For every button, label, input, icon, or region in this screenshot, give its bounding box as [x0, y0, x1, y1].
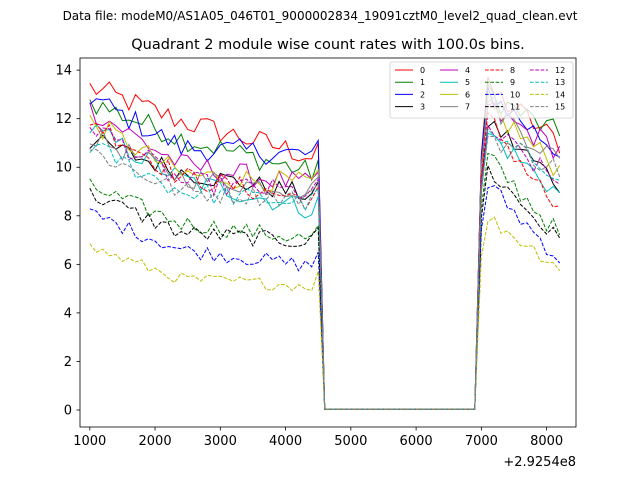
x-tick-label: 2000 [139, 434, 172, 449]
legend-label-2: 2 [420, 90, 425, 99]
legend-label-6: 6 [465, 90, 470, 99]
legend-label-11: 11 [510, 103, 520, 112]
legend-label-4: 4 [465, 66, 470, 75]
series-line-3 [89, 120, 561, 410]
axes-layer: 1000 2000 3000 4000 5000 6000 7000 800002468101… [55, 57, 577, 449]
legend-label-7: 7 [465, 103, 470, 112]
series-line-14 [89, 216, 561, 410]
x-tick-label: 1000 [73, 434, 106, 449]
legend-label-8: 8 [510, 66, 515, 75]
plot-frame [79, 57, 577, 428]
legend-label-5: 5 [465, 78, 470, 87]
series-layer [89, 77, 561, 410]
legend-label-3: 3 [420, 103, 425, 112]
legend-box [389, 61, 574, 119]
x-offset-label: +2.9254e8 [503, 455, 576, 470]
legend-label-12: 12 [555, 66, 565, 75]
series-line-8 [89, 111, 560, 410]
chart-title: Quadrant 2 module wise count rates with … [131, 37, 525, 53]
series-line-9 [89, 152, 561, 410]
series-line-12 [89, 124, 560, 410]
series-line-11 [89, 163, 561, 410]
legend-label-9: 9 [510, 78, 515, 87]
x-tick-label: 3000 [204, 434, 237, 449]
chart-suptitle: Data file: modeM0/AS1A05_046T01_90000028… [63, 9, 578, 23]
y-tick-label: 2 [64, 355, 72, 370]
y-tick-label: 0 [64, 404, 72, 419]
series-line-7 [89, 95, 561, 410]
legend-label-15: 15 [555, 103, 565, 112]
y-tick-label: 10 [55, 161, 72, 176]
legend-label-10: 10 [510, 90, 520, 99]
y-tick-label: 12 [55, 112, 72, 127]
x-tick-label: 4000 [269, 434, 302, 449]
series-line-15 [89, 135, 561, 410]
legend-label-13: 13 [555, 78, 565, 87]
series-line-6 [89, 92, 561, 410]
x-tick-label: 5000 [334, 434, 367, 449]
y-tick-label: 8 [64, 209, 72, 224]
legend-label-0: 0 [420, 66, 425, 75]
y-tick-label: 6 [64, 258, 72, 273]
y-tick-label: 4 [64, 306, 72, 321]
legend-label-14: 14 [555, 90, 565, 99]
x-tick-label: 8000 [530, 434, 563, 449]
series-line-2 [89, 87, 560, 410]
x-tick-label: 7000 [465, 434, 498, 449]
x-tick-label: 6000 [400, 434, 433, 449]
series-line-10 [89, 185, 561, 410]
y-tick-label: 14 [55, 64, 72, 79]
legend-label-1: 1 [420, 78, 425, 87]
series-line-4 [89, 102, 561, 410]
